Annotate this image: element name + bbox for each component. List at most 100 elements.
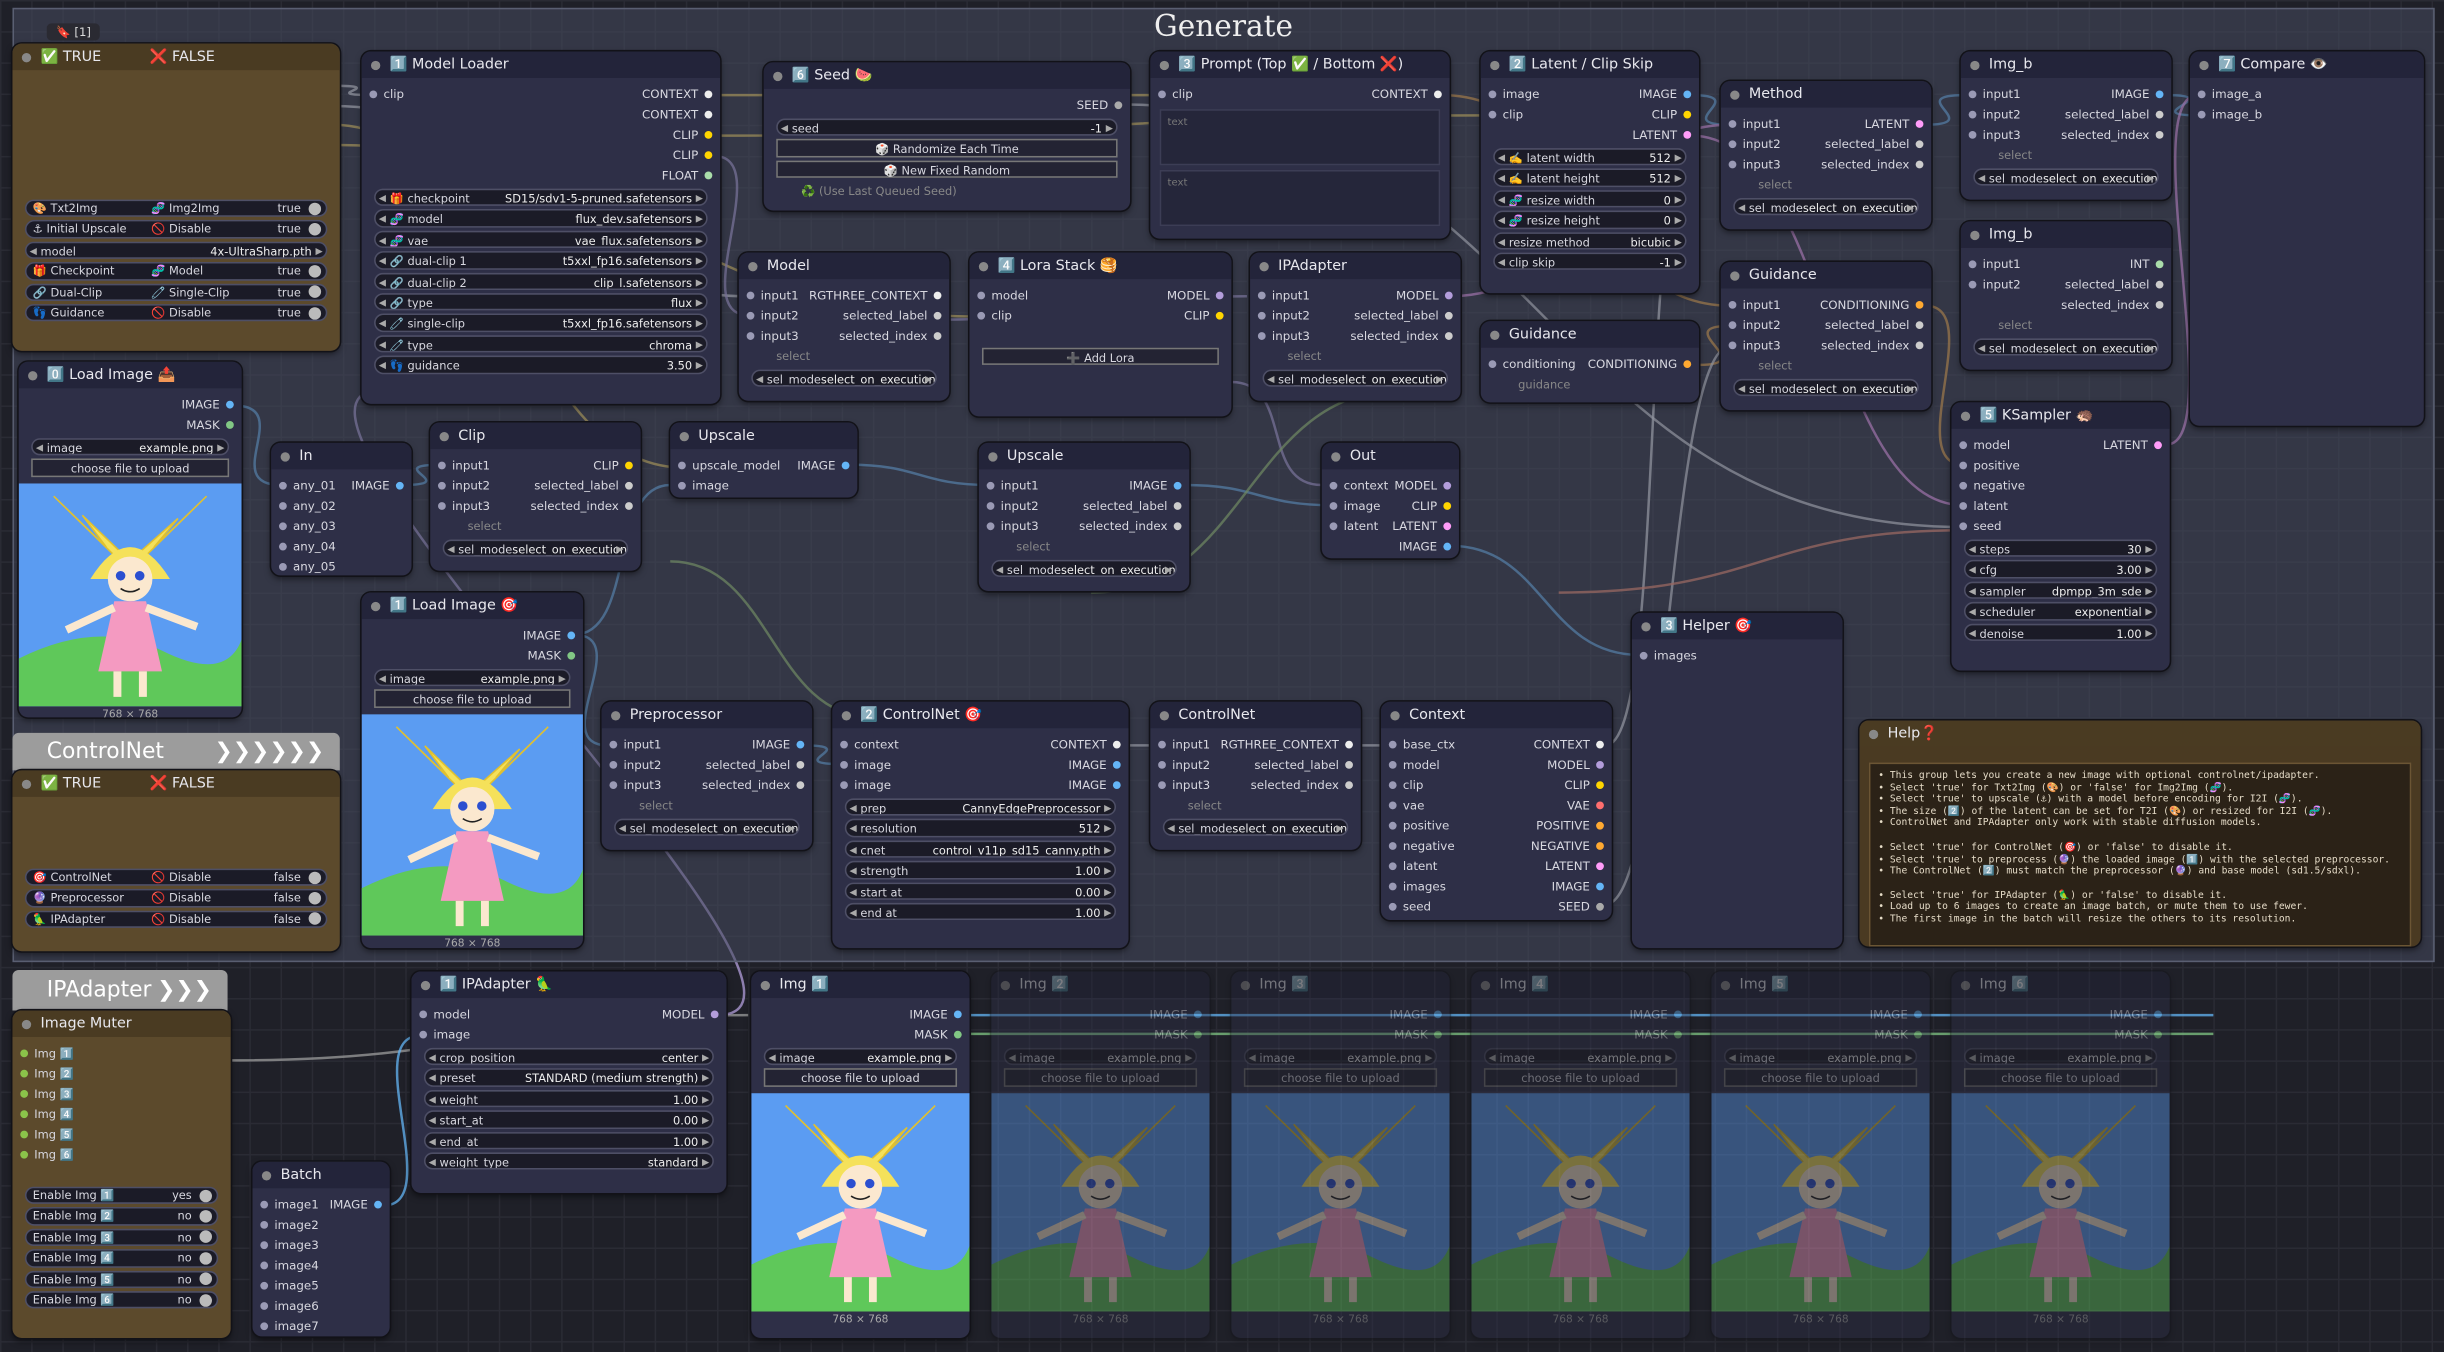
widget[interactable]: 🔗 dual-clip 1 t5xxl_fp16.safetensors [374, 251, 708, 270]
toggle[interactable]: Enable Img 3️⃣ no [24, 1228, 219, 1247]
toggle[interactable]: 🔮 Preprocessor 🚫 Disable false [24, 889, 328, 908]
widget[interactable]: 🔗 dual-clip 2 clip_l.safetensors [374, 272, 708, 290]
button[interactable]: ➕ Add Lora [981, 347, 1219, 366]
widget[interactable]: denoise 1.00 [1963, 623, 2158, 641]
widget[interactable]: sampler dpmpp_3m_sde [1963, 581, 2158, 600]
node: 6️⃣ Seed 🍉 SEED seed -1 🎲 Randomize Each Tim… [763, 62, 1131, 211]
node-header: 3️⃣ Helper 🎯 [1631, 612, 1843, 640]
mute-toggle[interactable]: Img 6️⃣ [12, 1145, 230, 1165]
button[interactable]: choose file to upload [31, 459, 230, 477]
widget[interactable]: end_at 1.00 [423, 1131, 714, 1150]
widget[interactable]: prep CannyEdgePreprocessor [844, 798, 1117, 817]
input-label: input3 [1000, 519, 1039, 534]
widget[interactable]: cfg 3.00 [1963, 560, 2158, 579]
widget[interactable]: 🎁 checkpoint SD15/sdv1-5-pruned.safetenso… [374, 188, 708, 207]
widget[interactable]: ✍️ latent width 512 [1493, 148, 1687, 166]
button[interactable]: choose file to upload [1003, 1068, 1198, 1087]
widget[interactable]: resize method bicubic [1493, 231, 1687, 250]
button[interactable]: choose file to upload [1243, 1068, 1438, 1087]
widget[interactable]: preset STANDARD (medium strength) [423, 1068, 714, 1087]
input-label: image [1343, 499, 1381, 514]
toggle[interactable]: Enable Img 6️⃣ no [24, 1291, 219, 1309]
widget[interactable]: image example.png [1003, 1047, 1198, 1066]
widget[interactable]: 🧬 resize height 0 [1493, 210, 1687, 229]
widget[interactable]: clip skip -1 [1493, 252, 1687, 271]
mute-toggle[interactable]: Img 5️⃣ [12, 1124, 230, 1144]
widget[interactable]: image example.png [1243, 1047, 1438, 1066]
widget[interactable]: weight 1.00 [423, 1089, 714, 1108]
toggle[interactable]: ⚓ Initial Upscale 🚫 Disable true [24, 220, 328, 239]
widget[interactable]: start_at 0.00 [423, 1110, 714, 1129]
button[interactable]: choose file to upload [1483, 1068, 1678, 1087]
output-dot [1173, 502, 1182, 510]
toggle[interactable]: 🎯 ControlNet 🚫 Disable false [24, 868, 328, 887]
toggle[interactable]: Enable Img 4️⃣ no [24, 1249, 219, 1268]
toggle[interactable]: 🎁 Checkpoint 🧬 Model true [24, 262, 328, 281]
text-area[interactable]: text [1159, 169, 1441, 227]
widget[interactable]: image example.png [1963, 1047, 2158, 1066]
text-area[interactable]: text [1159, 109, 1441, 166]
widget[interactable]: weight_type standard [423, 1152, 714, 1171]
help-paragraph: • Select 'true' for ControlNet (🎯) or 'f… [1878, 842, 2402, 878]
button[interactable]: choose file to upload [1723, 1068, 1918, 1087]
toggle[interactable]: Enable Img 1️⃣ yes [24, 1186, 219, 1205]
widget-label: sel_mode [1748, 382, 1803, 397]
toggle[interactable]: 🎨 Txt2Img 🧬 Img2Img true [24, 199, 328, 218]
widget[interactable]: ✍️ latent height 512 [1493, 169, 1687, 187]
output-label: selected_label [2064, 107, 2150, 122]
widget[interactable]: cnet control_v11p_sd15_canny.pth [844, 840, 1117, 858]
button[interactable]: 🎲 New Fixed Random [776, 160, 1118, 179]
image-size: 768 × 768 [1552, 1312, 1609, 1326]
button[interactable]: choose file to upload [1963, 1068, 2158, 1087]
mute-toggle[interactable]: Img 4️⃣ [12, 1104, 230, 1124]
image-preview [1951, 1092, 2170, 1312]
widget[interactable]: 🧬 resize width 0 [1493, 189, 1687, 208]
toggle[interactable]: 🦜 IPAdapter 🚫 Disable false [24, 910, 328, 929]
mute-toggle[interactable]: Img 2️⃣ [12, 1064, 230, 1084]
node: 0️⃣ Load Image 📤 IMAGE MASK image example.pn… [18, 361, 242, 718]
toggle[interactable]: Enable Img 2️⃣ no [24, 1207, 219, 1226]
button[interactable]: choose file to upload [763, 1068, 958, 1087]
widget[interactable]: seed -1 [776, 118, 1118, 137]
widget[interactable]: 👣 guidance 3.50 [374, 355, 708, 374]
toggle[interactable]: Enable Img 5️⃣ no [24, 1270, 219, 1288]
widget[interactable]: resolution 512 [844, 819, 1117, 838]
widget[interactable]: image example.png [374, 668, 571, 687]
widget[interactable]: end at 1.00 [844, 902, 1117, 921]
widget[interactable]: scheduler exponential [1963, 602, 2158, 620]
button[interactable]: choose file to upload [374, 689, 571, 708]
toggle[interactable]: 🔗 Dual-Clip 🧷 Single-Clip true [24, 283, 328, 301]
widget[interactable]: start at 0.00 [844, 881, 1117, 900]
widget[interactable]: strength 1.00 [844, 861, 1117, 879]
slot-row: model MODEL [411, 1004, 726, 1024]
mute-toggle[interactable]: Img 1️⃣ [12, 1043, 230, 1063]
mute-toggle[interactable]: Img 3️⃣ [12, 1084, 230, 1104]
widget[interactable]: image example.png [31, 438, 230, 456]
widget[interactable]: 🧬 model flux_dev.safetensors [374, 209, 708, 228]
widget[interactable]: image example.png [763, 1047, 958, 1066]
widget[interactable]: 🔗 type flux [374, 293, 708, 311]
widget[interactable]: 🧷 single-clip t5xxl_fp16.safetensors [374, 313, 708, 332]
widget[interactable]: 🧷 type chroma [374, 334, 708, 353]
button[interactable]: 🎲 Randomize Each Time [776, 139, 1118, 158]
widget[interactable]: model 4x-UltraSharp.pth [24, 241, 328, 260]
input-dot [840, 760, 848, 769]
widget[interactable]: image example.png [1483, 1047, 1678, 1066]
widget[interactable]: crop_position center [423, 1047, 714, 1066]
toggle[interactable]: 👣 Guidance 🚫 Disable true [24, 304, 328, 322]
widget-label: cnet [860, 843, 886, 858]
widget[interactable]: 🧬 vae vae_flux.safetensors [374, 230, 708, 249]
widget[interactable]: image example.png [1723, 1047, 1918, 1066]
widget[interactable]: steps 30 [1963, 539, 2158, 558]
